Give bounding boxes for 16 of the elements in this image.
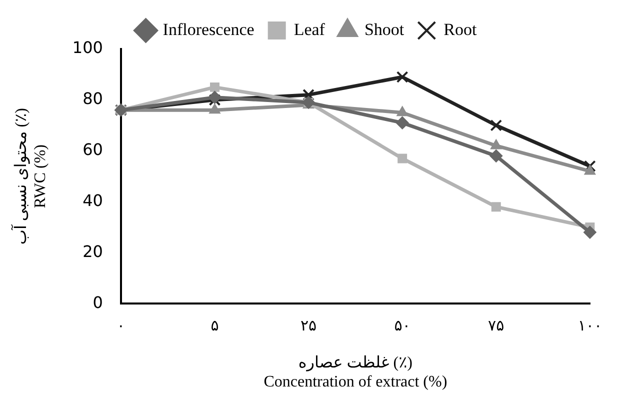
y-tick-label: 80 [82,89,103,108]
legend-label: Root [444,20,477,39]
y-tick-label: 0 [92,292,103,312]
y-tick-label: 20 [82,242,103,261]
y-tick-label: 100 [72,38,103,58]
x-tick-label: ۵ [210,318,219,335]
x-tick-label: ۲۵ [300,318,317,335]
x-tick-label: ۰ [116,318,125,335]
y-tick-label: 60 [82,140,103,159]
x-tick-label: ۱۰۰ [578,318,602,335]
x-tick-label: ۷۵ [488,318,504,335]
x-tick-label: ۵۰ [394,318,410,335]
legend-label: Shoot [364,20,404,39]
legend-label: Leaf [294,20,326,39]
y-tick-label: 40 [82,190,103,210]
legend-label: Inflorescence [162,20,254,39]
